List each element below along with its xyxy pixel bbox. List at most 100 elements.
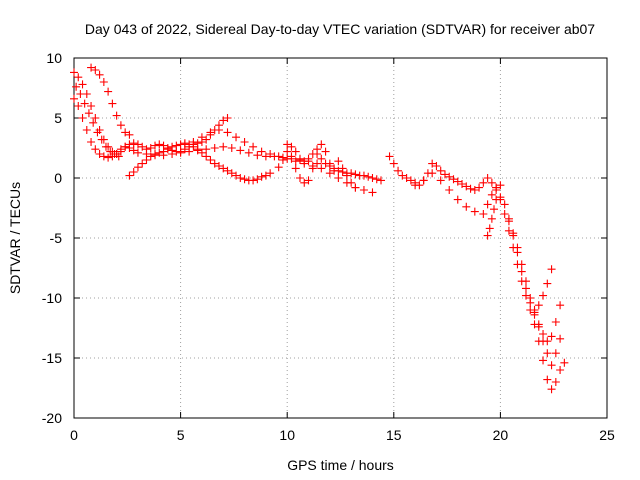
data-point [125,171,134,180]
data-point [99,78,108,86]
y-tick-label: -10 [42,290,62,306]
data-point [428,169,437,178]
data-point [483,200,492,209]
data-point [133,163,142,172]
series-track-11 [411,169,505,218]
data-point [76,90,85,98]
data-point [236,174,245,182]
data-point [462,182,471,191]
data-point [185,147,194,156]
data-point [146,144,155,152]
data-point [155,140,164,149]
data-point [521,277,530,286]
data-point [87,102,96,110]
data-point [125,144,134,152]
data-point [116,145,125,154]
data-point [108,99,117,108]
data-point [500,210,509,218]
data-point [202,152,211,161]
data-point [445,172,454,181]
data-point [159,147,168,156]
data-point [291,147,300,156]
data-point [227,169,236,178]
data-point [479,178,488,187]
data-point [223,128,232,137]
data-point [121,142,130,151]
data-point [129,168,138,176]
data-point [129,139,138,148]
data-point [551,349,560,358]
data-point [517,260,526,269]
data-point [197,133,206,142]
y-tick-label: 5 [54,110,62,126]
data-point [84,109,93,118]
data-point [210,144,219,152]
data-point [112,111,121,120]
data-point [91,145,100,154]
data-point [163,145,172,154]
data-point [560,358,569,367]
data-point [539,291,548,300]
data-point [551,318,560,326]
data-point [146,152,155,161]
data-point [483,231,492,240]
data-point [168,150,177,158]
data-point [556,334,565,343]
data-point [313,159,322,168]
data-point [449,175,458,184]
data-point [453,177,462,186]
y-tick-label: -15 [42,350,62,366]
data-point [210,159,219,168]
data-point [95,150,104,158]
data-point [261,152,270,161]
data-point [236,146,245,155]
data-point [466,184,475,193]
x-axis-ticks: 0 5 10 15 20 25 [70,58,615,443]
data-point [214,162,223,170]
data-point [266,150,275,158]
chart-title: Day 043 of 2022, Sidereal Day-to-day VTE… [85,21,595,37]
data-point [440,170,449,179]
data-point [436,176,445,185]
data-point [475,183,484,192]
data-point [428,159,437,168]
data-points [70,63,569,394]
data-point [214,126,223,134]
data-point [385,152,394,161]
data-point [351,183,360,192]
data-point [492,183,501,192]
data-point [206,156,215,164]
data-point [70,94,78,103]
data-point [87,63,96,72]
data-point [517,267,526,276]
data-point [539,356,548,365]
data-point [317,164,326,173]
data-point [223,114,232,122]
grid-lines [74,58,607,418]
plot-frame [73,57,608,419]
data-point [313,150,322,158]
data-point [394,166,403,175]
data-point [291,157,300,166]
data-point [227,144,236,152]
data-point [155,148,164,157]
data-point [287,152,296,161]
data-point [377,176,386,185]
data-point [104,153,113,162]
data-point [490,205,499,214]
data-point [189,138,198,146]
series-track-4 [87,63,134,139]
y-tick-label: -20 [42,410,62,426]
data-point [325,159,334,168]
data-point [133,148,142,157]
series-track-12 [483,195,501,240]
data-point [129,146,138,155]
data-point [347,178,356,187]
y-axis-title: SDTVAR / TECUs [7,182,23,294]
data-point [219,116,228,125]
data-point [539,337,548,346]
data-point [257,172,266,181]
data-point [104,87,113,96]
data-point [470,186,479,194]
data-point [521,284,530,293]
